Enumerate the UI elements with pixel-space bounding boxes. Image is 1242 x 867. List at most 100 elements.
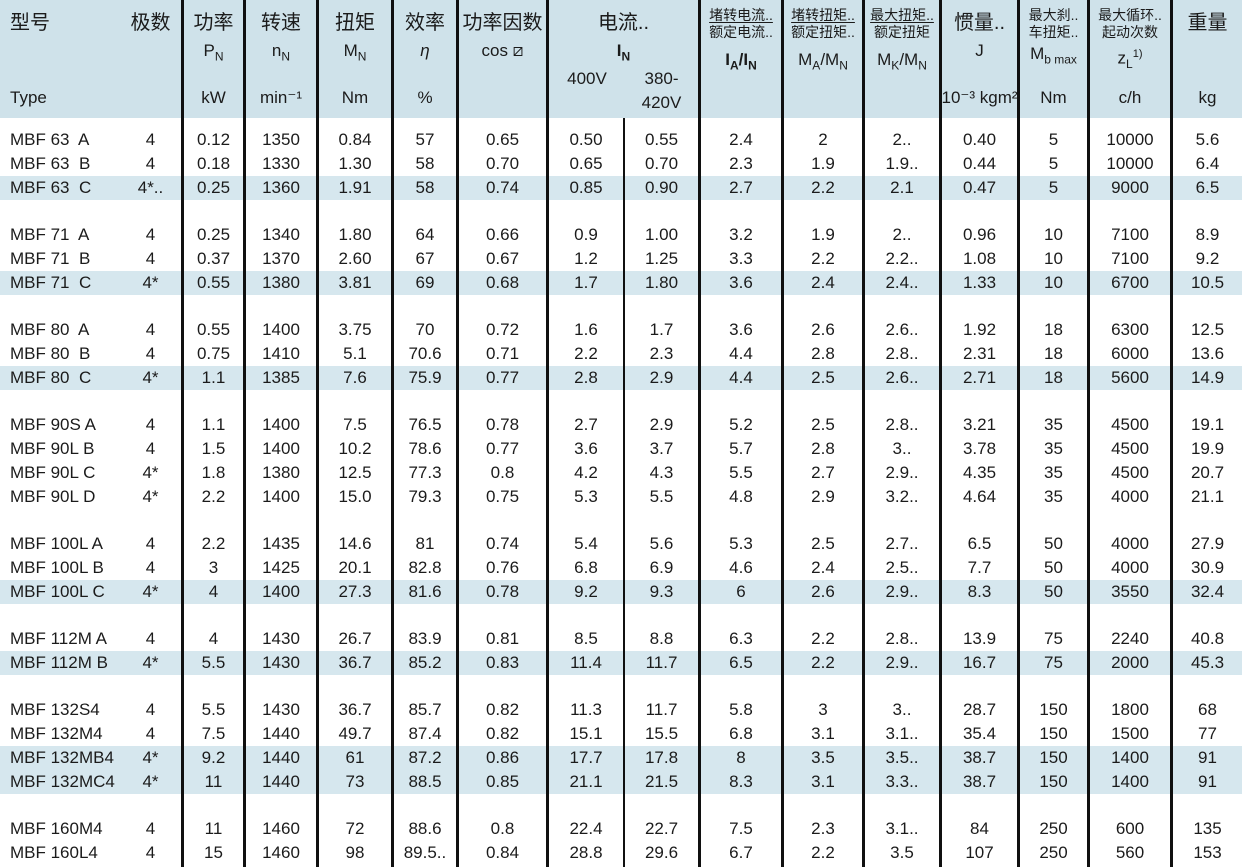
cell-weight: 10.5 bbox=[1170, 271, 1242, 295]
cell-type bbox=[0, 200, 120, 223]
cell-speed: 1330 bbox=[243, 152, 316, 176]
cell-breakdown-torque-ratio: 2.6.. bbox=[862, 366, 939, 390]
cell-inertia bbox=[939, 509, 1017, 532]
cell-poles: 4 bbox=[145, 534, 156, 553]
cell-locked-rotor-current-ratio: 4.4 bbox=[698, 366, 781, 390]
cell-speed: 1440 bbox=[243, 722, 316, 746]
spacer-row bbox=[0, 675, 1242, 698]
cell-breakdown-torque-ratio: 3.1.. bbox=[862, 817, 939, 841]
cell-breakdown-torque-ratio: 2.6.. bbox=[862, 318, 939, 342]
cell-max-starts: 10000 bbox=[1087, 152, 1170, 176]
cell-current: 8.5 8.8 bbox=[546, 627, 698, 651]
cell-current: 21.1 21.5 bbox=[546, 770, 698, 794]
cell-power-factor: 0.82 bbox=[456, 698, 546, 722]
cell-poles: 4* bbox=[142, 582, 159, 601]
cell-max-starts: 4000 bbox=[1087, 556, 1170, 580]
cell-type: MBF 132M4 bbox=[10, 724, 103, 743]
cell-poles: 4 bbox=[145, 320, 156, 339]
cell-breakdown-torque-ratio bbox=[862, 794, 939, 817]
cell-locked-rotor-current-ratio bbox=[698, 865, 781, 867]
cell-current-380-420v: 5.5 bbox=[649, 487, 674, 506]
header-current-zh: 电流.. bbox=[597, 12, 650, 34]
cell-torque: 15.0 bbox=[316, 485, 391, 509]
cell-poles bbox=[120, 200, 181, 223]
cell-locked-rotor-torque-ratio: 2.2 bbox=[781, 247, 862, 271]
cell-inertia: 13.9 bbox=[939, 627, 1017, 651]
cell-power: 0.25 bbox=[181, 176, 243, 200]
cell-breakdown-torque-ratio bbox=[862, 509, 939, 532]
header-current-symbol: IN bbox=[616, 41, 631, 64]
cell-current-400v: 21.1 bbox=[549, 770, 625, 794]
header-starts-unit: c/h bbox=[1118, 88, 1142, 107]
header-current: 电流.. IN 400V 380-420V bbox=[546, 0, 698, 118]
cell-power: 0.75 bbox=[181, 342, 243, 366]
cell-power: 0.55 bbox=[181, 271, 243, 295]
table-row: MBF 90L C 4* 1.8 1380 12.5 77.3 0.8 4.2 4.3 5.5 2.… bbox=[0, 461, 1242, 485]
cell-power-factor: 0.76 bbox=[456, 556, 546, 580]
cell-weight: 5.6 bbox=[1170, 128, 1242, 152]
cell-weight: 91 bbox=[1170, 746, 1242, 770]
cell-efficiency: 81.6 bbox=[391, 580, 456, 604]
cell-current-400v: 4.2 bbox=[549, 461, 625, 485]
cell-current-380-420v: 1.00 bbox=[644, 225, 679, 244]
cell-breakdown-torque-ratio: 2.8.. bbox=[862, 627, 939, 651]
cell-speed: 1350 bbox=[243, 128, 316, 152]
cell-speed: 1460 bbox=[243, 841, 316, 865]
cell-current-380-420v: 9.3 bbox=[649, 582, 674, 601]
header-ma-denominator: 额定扭矩.. bbox=[791, 24, 855, 40]
cell-breakdown-torque-ratio bbox=[862, 200, 939, 223]
cell-inertia: 107 bbox=[939, 841, 1017, 865]
cell-efficiency: 85.7 bbox=[391, 698, 456, 722]
cell-torque: 12.5 bbox=[316, 461, 391, 485]
cell-power-factor: 0.68 bbox=[456, 271, 546, 295]
cell-type: MBF 71 B bbox=[10, 249, 91, 268]
cell-torque: 5.1 bbox=[316, 342, 391, 366]
cell-current-380-420v: 1.80 bbox=[644, 273, 679, 292]
cell-locked-rotor-current-ratio: 6.3 bbox=[698, 627, 781, 651]
table-row: MBF 100L A 4 2.2 1435 14.6 81 0.74 5.4 5.6 5.3 2.5… bbox=[0, 532, 1242, 556]
cell-current-400v: 28.8 bbox=[549, 841, 625, 865]
header-mk-denominator: 额定扭矩 bbox=[874, 24, 930, 40]
cell-efficiency: 57 bbox=[391, 128, 456, 152]
cell-type: MBF 100L C bbox=[10, 582, 105, 601]
cell-efficiency: 87.2 bbox=[391, 746, 456, 770]
cell-type: MBF 112M B bbox=[10, 653, 108, 672]
header-max-brake-torque: 最大刹.. 车扭矩.. Mb max Nm bbox=[1017, 0, 1087, 118]
cell-torque bbox=[316, 200, 391, 223]
table-row: MBF 71 C 4* 0.55 1380 3.81 69 0.68 1.7 1.80 3.6 2.… bbox=[0, 271, 1242, 295]
cell-current: 11.4 11.7 bbox=[546, 651, 698, 675]
cell-speed: 1380 bbox=[243, 461, 316, 485]
table-row: MBF 63 B 4 0.18 1330 1.30 58 0.70 0.65 0.70 2.3 1.… bbox=[0, 152, 1242, 176]
cell-efficiency bbox=[391, 118, 456, 128]
cell-weight bbox=[1170, 390, 1242, 413]
cell-power bbox=[181, 118, 243, 128]
cell-locked-rotor-current-ratio bbox=[698, 604, 781, 627]
cell-weight: 6.4 bbox=[1170, 152, 1242, 176]
cell-locked-rotor-torque-ratio bbox=[781, 865, 862, 867]
cell-poles: 4* bbox=[142, 368, 159, 387]
cell-current-380-420v: 15.5 bbox=[644, 724, 679, 743]
cell-type: MBF 160M4 bbox=[10, 819, 103, 838]
cell-speed: 1440 bbox=[243, 746, 316, 770]
header-type: 型号 Type bbox=[0, 0, 120, 118]
header-efficiency: 效率 η % bbox=[391, 0, 456, 118]
cell-current: 0.50 0.55 bbox=[546, 128, 698, 152]
cell-locked-rotor-torque-ratio: 2.2 bbox=[781, 651, 862, 675]
cell-inertia bbox=[939, 865, 1017, 867]
cell-inertia bbox=[939, 118, 1017, 128]
cell-poles: 4*.. bbox=[137, 178, 164, 197]
cell-breakdown-torque-ratio: 2.9.. bbox=[862, 461, 939, 485]
cell-power: 9.2 bbox=[181, 746, 243, 770]
cell-inertia: 4.35 bbox=[939, 461, 1017, 485]
cell-locked-rotor-torque-ratio bbox=[781, 794, 862, 817]
header-current-380-420v: 380-420V bbox=[641, 69, 682, 113]
cell-max-starts bbox=[1087, 794, 1170, 817]
cell-torque bbox=[316, 295, 391, 318]
cell-torque: 10.2 bbox=[316, 437, 391, 461]
header-speed-symbol: nN bbox=[271, 41, 291, 64]
cell-breakdown-torque-ratio: 3.3.. bbox=[862, 770, 939, 794]
cell-current-380-420v: 2.9 bbox=[649, 415, 674, 434]
cell-type: MBF 63 B bbox=[10, 154, 91, 173]
cell-power bbox=[181, 390, 243, 413]
cell-current-400v: 15.1 bbox=[549, 722, 625, 746]
